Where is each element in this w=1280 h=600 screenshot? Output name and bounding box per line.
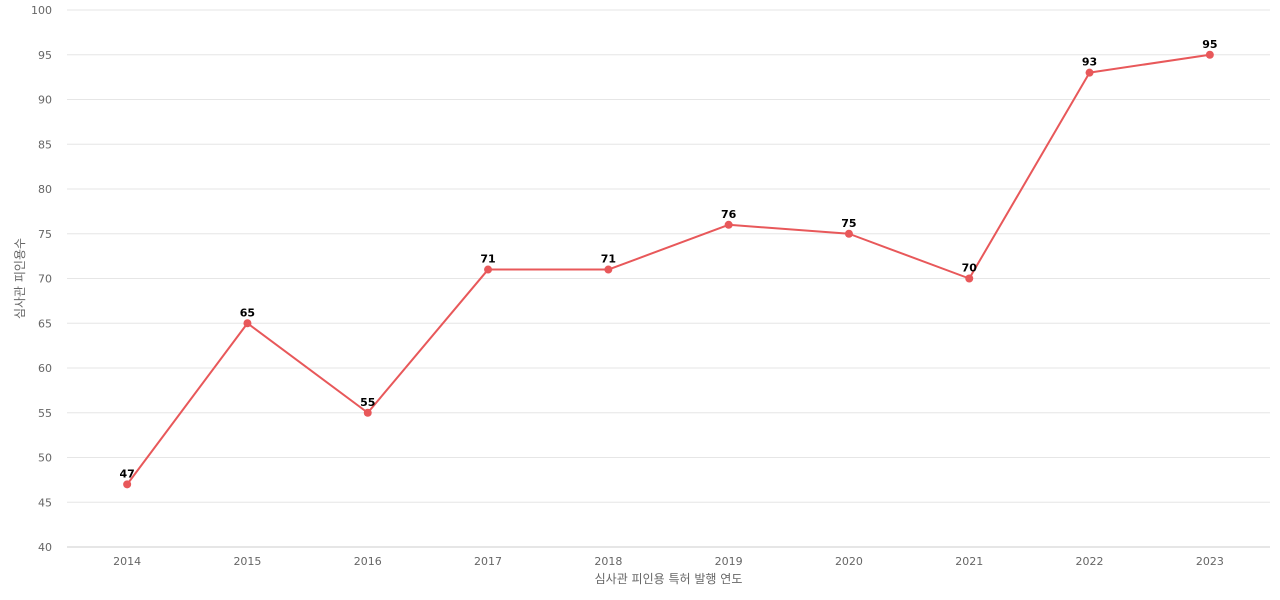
grid-lines xyxy=(67,9,1270,503)
data-point[interactable] xyxy=(844,229,853,238)
data-label: 71 xyxy=(480,253,495,266)
x-tick-label: 2014 xyxy=(113,555,141,568)
x-tick-label: 2017 xyxy=(474,555,502,568)
series-line xyxy=(126,53,1210,485)
y-tick-label: 50 xyxy=(38,452,52,465)
data-point[interactable] xyxy=(724,220,733,229)
x-tick-label: 2015 xyxy=(233,555,261,568)
series-layer: 47 65 55 71 71 76 75 70 93 95 xyxy=(119,38,1218,489)
x-tick-label: 2020 xyxy=(835,555,863,568)
data-point[interactable] xyxy=(363,408,372,417)
data-point[interactable] xyxy=(1085,68,1094,77)
y-tick-label: 45 xyxy=(38,496,52,509)
x-tick-label: 2018 xyxy=(594,555,622,568)
y-tick-label: 75 xyxy=(38,228,52,241)
data-label: 70 xyxy=(962,262,978,275)
x-axis-ticks: 2014 2015 2016 2017 2018 2019 2020 2021 2022 2023 xyxy=(113,555,1224,568)
y-axis-title: 심사관 피인용수 xyxy=(13,238,27,319)
data-label: 65 xyxy=(240,306,255,319)
y-tick-label: 100 xyxy=(31,4,52,17)
x-tick-label: 2021 xyxy=(955,555,983,568)
data-point[interactable] xyxy=(604,265,613,274)
data-point[interactable] xyxy=(484,265,493,274)
x-tick-label: 2016 xyxy=(354,555,382,568)
data-label: 71 xyxy=(601,253,616,266)
data-label: 55 xyxy=(360,396,375,409)
y-axis-ticks: 40 45 50 55 60 65 70 75 80 85 90 95 100 xyxy=(31,4,52,554)
data-label: 76 xyxy=(721,208,737,221)
data-label: 93 xyxy=(1082,56,1097,69)
x-axis-title: 심사관 피인용 특허 발행 연도 xyxy=(595,571,743,586)
data-point[interactable] xyxy=(965,274,974,283)
y-tick-label: 55 xyxy=(38,407,52,420)
data-label: 75 xyxy=(841,217,856,230)
y-tick-label: 95 xyxy=(38,49,52,62)
y-tick-label: 80 xyxy=(38,183,52,196)
x-tick-label: 2023 xyxy=(1196,555,1224,568)
y-tick-label: 60 xyxy=(38,362,52,375)
y-tick-label: 65 xyxy=(38,317,52,330)
data-label: 47 xyxy=(119,467,134,480)
x-tick-label: 2022 xyxy=(1076,555,1104,568)
data-label: 95 xyxy=(1202,38,1217,51)
x-tick-label: 2019 xyxy=(715,555,743,568)
data-point[interactable] xyxy=(123,480,132,489)
y-tick-label: 85 xyxy=(38,138,52,151)
y-tick-label: 40 xyxy=(38,541,52,554)
y-tick-label: 70 xyxy=(38,273,52,286)
data-point[interactable] xyxy=(243,319,252,328)
y-tick-label: 90 xyxy=(38,94,52,107)
data-point[interactable] xyxy=(1205,50,1214,59)
